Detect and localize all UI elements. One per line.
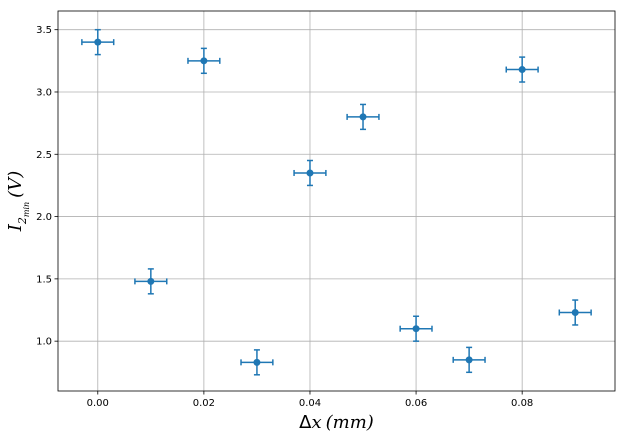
data-point [253, 358, 261, 366]
y-tick-label: 1.0 [36, 337, 52, 348]
y-tick-label: 2.0 [36, 212, 52, 223]
x-tick-label: 0.00 [87, 398, 109, 409]
data-points [94, 38, 579, 366]
plot-frame [57, 10, 616, 392]
grid [58, 11, 615, 391]
x-tick-label: 0.04 [299, 398, 321, 409]
y-tick-label: 3.5 [36, 25, 52, 36]
x-tick-label: 0.06 [405, 398, 427, 409]
data-point [94, 38, 102, 46]
x-tick-label: 0.02 [193, 398, 215, 409]
ticks: 0.00 0.02 0.04 0.06 0.08 1.0 1.5 2.0 2.5 3.0 3.5 [36, 25, 533, 409]
data-point [465, 356, 473, 364]
data-point [518, 66, 526, 74]
y-tick-label: 2.5 [36, 150, 52, 161]
data-point [412, 325, 420, 333]
data-point [571, 309, 579, 317]
data-point [306, 169, 314, 177]
data-point [200, 57, 208, 65]
plot-area [58, 11, 615, 391]
y-tick-label: 3.0 [36, 87, 52, 98]
y-axis-label: I2min(V) [5, 171, 31, 232]
x-axis-label: Δx (mm) [299, 412, 374, 433]
data-point [359, 113, 367, 121]
y-tick-label: 1.5 [36, 274, 52, 285]
x-tick-label: 0.08 [511, 398, 533, 409]
data-point [147, 277, 155, 285]
